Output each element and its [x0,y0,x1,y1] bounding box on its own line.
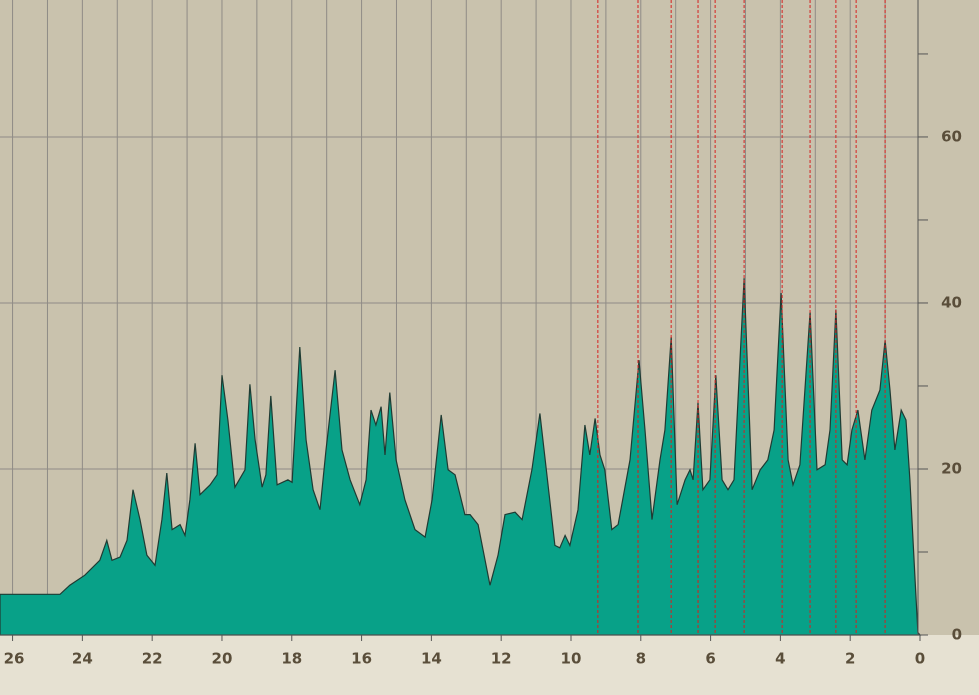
x-tick-label: 8 [636,650,646,668]
area [0,278,922,636]
x-tick-label: 26 [4,650,25,668]
y-tick-label: 20 [941,459,962,477]
y-tick-label: 0 [952,626,962,644]
x-tick-label: 18 [281,650,302,668]
x-tick-label: 22 [142,650,163,668]
x-tick-label: 14 [421,650,442,668]
x-tick-label: 20 [212,650,233,668]
x-tick-label: 4 [775,650,785,668]
x-tick-label: 0 [915,650,925,668]
x-tick-label: 12 [491,650,512,668]
x-tick-label: 24 [72,650,93,668]
x-tick-label: 6 [705,650,715,668]
x-tick-label: 16 [351,650,372,668]
y-tick-label: 40 [941,293,962,311]
axis-strip [0,635,979,695]
y-tick-label: 60 [941,127,962,145]
x-tick-label: 10 [561,650,582,668]
x-tick-label: 2 [845,650,855,668]
